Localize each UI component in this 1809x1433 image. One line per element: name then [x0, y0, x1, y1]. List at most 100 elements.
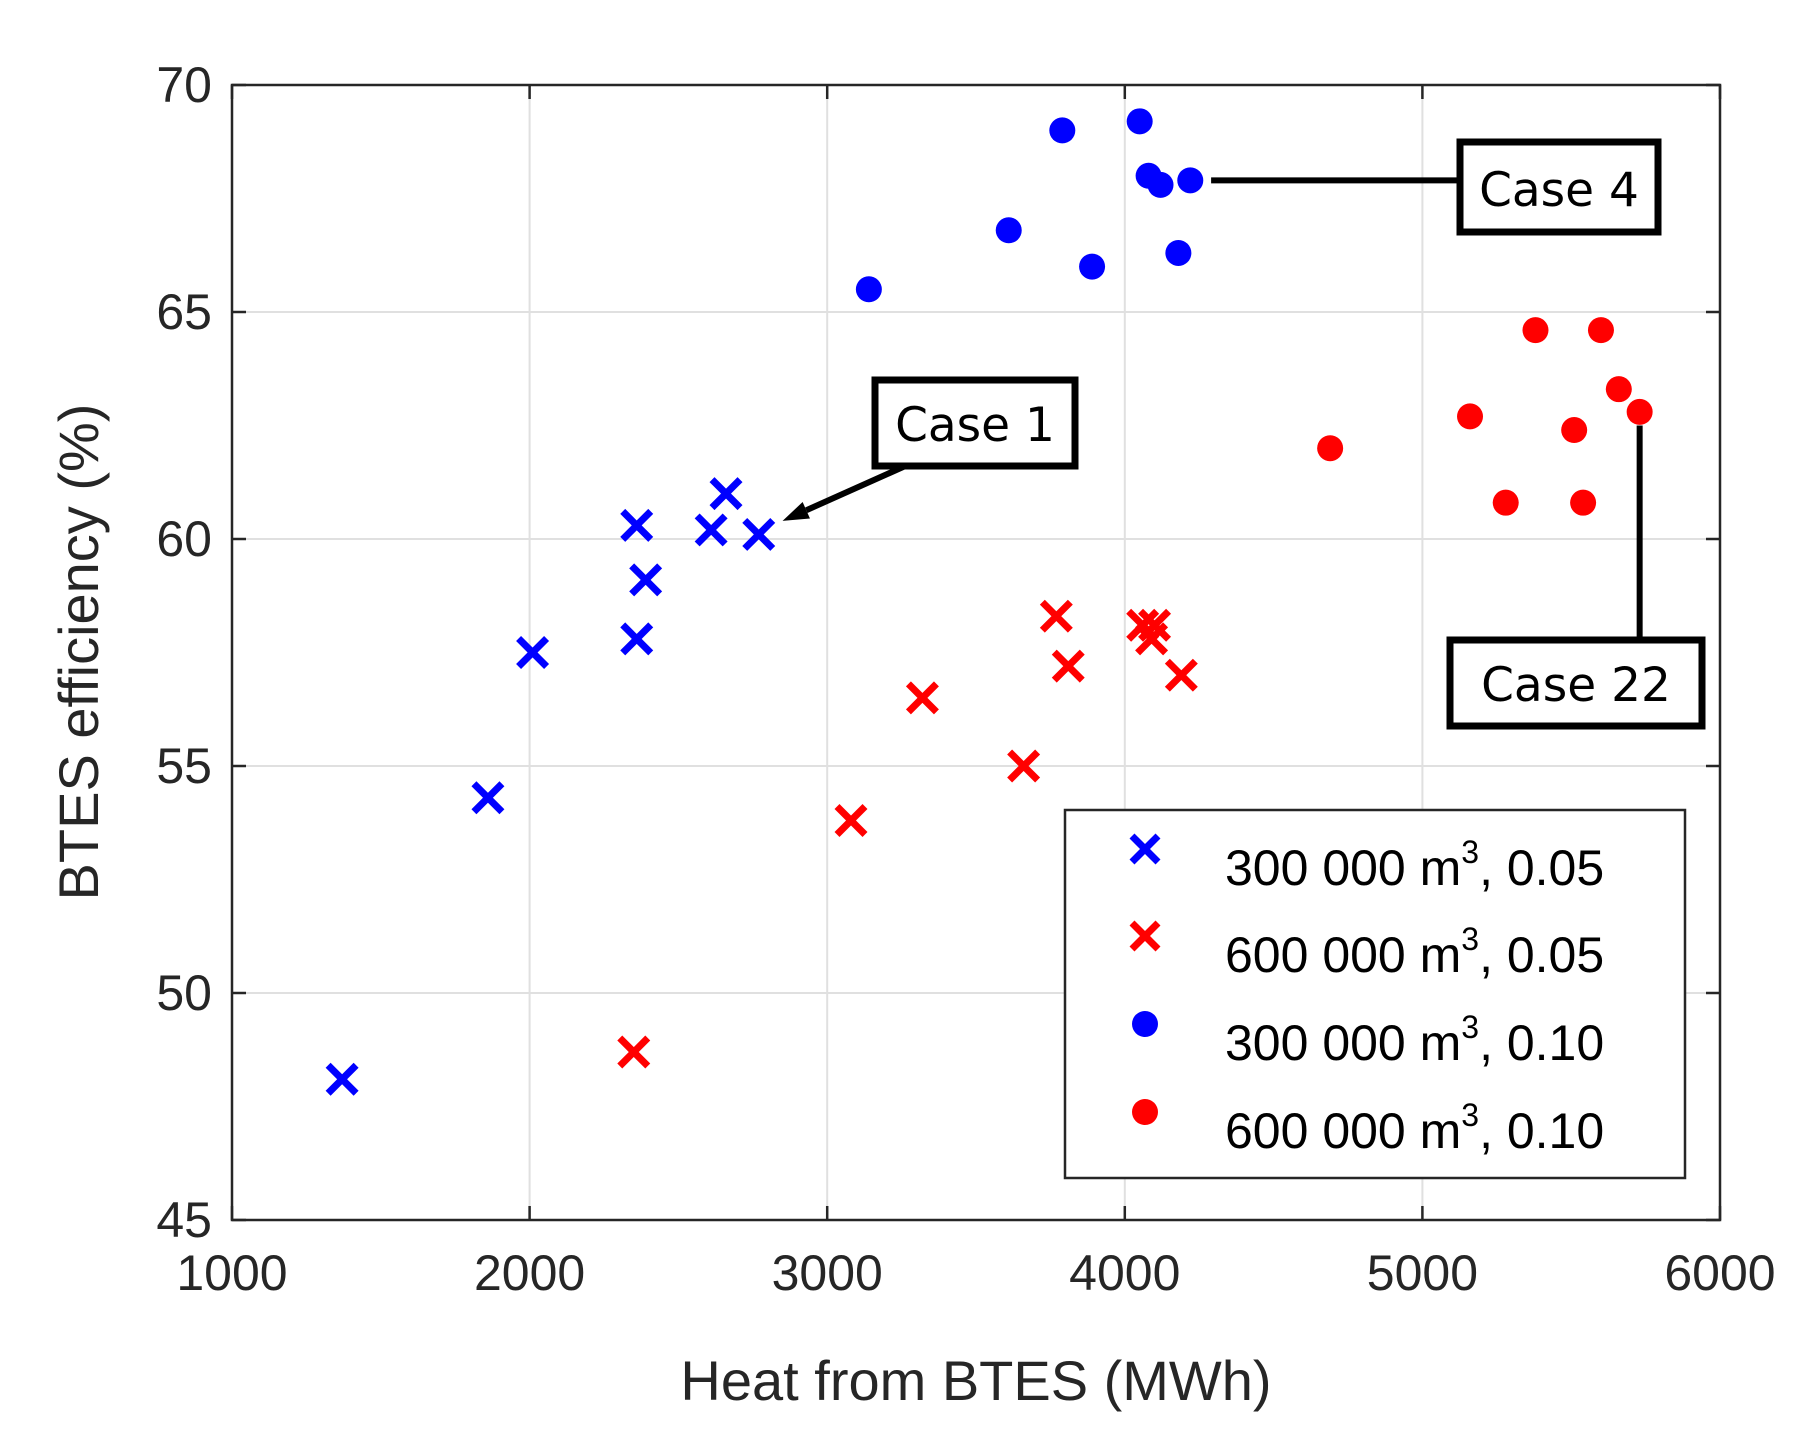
x-tick-label: 6000 [1664, 1245, 1775, 1301]
legend-label-main: 300 000 m [1225, 840, 1461, 896]
series-4 [1317, 317, 1653, 516]
callout-case-4: Case 4 [1211, 138, 1662, 236]
legend-label-main: 300 000 m [1225, 1015, 1461, 1071]
legend-label-main: 600 000 m [1225, 927, 1461, 983]
legend-marker-x-stroke [1129, 833, 1161, 865]
data-point-dot-marker [1317, 435, 1344, 462]
legend-marker-x [1129, 920, 1161, 952]
legend-label-tail: , 0.10 [1479, 1015, 1604, 1071]
x-axis-ticks: 1000 2000 3000 4000 5000 6000 [176, 85, 1776, 1301]
legend-label-tail: , 0.10 [1479, 1103, 1604, 1159]
legend-label-main: 600 000 m [1225, 1103, 1461, 1159]
data-point-x-marker [834, 804, 868, 837]
data-point-x-marker [1007, 749, 1041, 783]
data-point-x-marker-stroke [1164, 658, 1198, 692]
data-point-x-marker-stroke [1039, 599, 1073, 633]
y-tick-label: 70 [156, 57, 212, 113]
data-point-x-marker-stroke [620, 622, 654, 656]
legend-label-superscript: 3 [1461, 834, 1479, 870]
data-point-x-marker [709, 477, 743, 511]
y-axis-ticks: 45 50 55 60 65 70 [156, 57, 1720, 1248]
legend-marker-dot [1132, 1099, 1158, 1125]
legend-label: 600 000 m3, 0.10 [1225, 1097, 1604, 1159]
callout-case-4-label: Case 4 [1479, 163, 1639, 218]
callout-case-22-label: Case 22 [1481, 658, 1671, 713]
data-point-x-marker-stroke [742, 517, 776, 551]
data-point-dot-marker [995, 217, 1022, 244]
data-point-dot-marker [1587, 317, 1614, 344]
y-tick-label: 50 [156, 965, 212, 1021]
data-point-dot-marker [1522, 317, 1549, 344]
x-axis-label: Heat from BTES (MWh) [680, 1349, 1271, 1412]
callout-case-1: Case 1 [782, 376, 1079, 521]
data-point-x-marker [325, 1062, 359, 1096]
callout-case-4-box [1456, 138, 1662, 236]
y-tick-label: 65 [156, 284, 212, 340]
data-point-x-marker-stroke [1138, 608, 1172, 642]
data-point-x-marker [1039, 599, 1073, 633]
legend-label-superscript: 3 [1461, 1097, 1479, 1133]
data-point-x-marker [1164, 658, 1198, 692]
legend-label-superscript: 3 [1461, 921, 1479, 957]
data-point-x-marker-stroke [709, 477, 743, 511]
data-point-x-marker-stroke [325, 1062, 359, 1096]
legend-marker-x-stroke [1129, 920, 1161, 952]
y-tick-label: 45 [156, 1192, 212, 1248]
x-tick-label: 4000 [1069, 1245, 1180, 1301]
y-tick-label: 55 [156, 738, 212, 794]
legend-label: 300 000 m3, 0.05 [1225, 834, 1604, 896]
data-point-dot-marker [1049, 117, 1076, 144]
data-point-dot-marker [855, 276, 882, 303]
callouts: Case 1 Case 4 Case 22 [782, 138, 1706, 730]
data-point-dot-marker [1626, 398, 1653, 425]
x-tick-label: 1000 [176, 1245, 287, 1301]
callout-case-22: Case 22 [1446, 425, 1706, 730]
callout-case-22-box [1446, 636, 1706, 730]
axes-box [230, 83, 1722, 1222]
legend-box [1063, 808, 1687, 1180]
data-point-dot-marker [1570, 489, 1597, 516]
data-point-x-marker [1051, 649, 1085, 683]
data-point-x-marker [620, 622, 654, 656]
data-point-x-marker-stroke [694, 513, 728, 547]
data-point-x-marker [742, 517, 776, 551]
data-point-x-marker [1138, 608, 1172, 642]
series-1 [325, 477, 776, 1096]
data-point-x-marker-stroke [620, 508, 654, 542]
data-point-dot-marker [1605, 376, 1632, 403]
data-point-x-marker [617, 1035, 651, 1069]
series-3 [855, 108, 1204, 303]
legend-label-superscript: 3 [1461, 1009, 1479, 1045]
data-point-x-marker [620, 508, 654, 542]
data-point-dot-marker [1492, 489, 1519, 516]
legend-marker-x [1129, 833, 1161, 865]
data-point-x-marker-stroke [629, 563, 663, 597]
callout-case-1-arrow [805, 460, 914, 513]
y-tick-label: 60 [156, 511, 212, 567]
data-point-x-marker [905, 681, 939, 715]
series-2 [617, 599, 1198, 1069]
data-point-x-marker [471, 781, 505, 815]
data-point-x-marker-stroke [1051, 649, 1085, 683]
data-point-x-marker-stroke [617, 1035, 651, 1069]
data-point-dot-marker [1079, 253, 1106, 280]
data-point-dot-marker [1177, 167, 1204, 194]
data-point-x-marker [694, 513, 728, 547]
legend-label: 300 000 m3, 0.10 [1225, 1009, 1604, 1071]
legend-label: 600 000 m3, 0.05 [1225, 921, 1604, 983]
data-point-dot-marker [1165, 239, 1192, 266]
callout-case-1-box [871, 376, 1079, 470]
data-marks [325, 108, 1653, 1096]
y-axis-label: BTES efficiency (%) [47, 404, 110, 901]
data-point-x-marker-stroke [471, 781, 505, 815]
data-point-x-marker-stroke [905, 681, 939, 715]
legend-label-tail: , 0.05 [1479, 840, 1604, 896]
x-tick-label: 2000 [474, 1245, 585, 1301]
callout-case-1-arrowhead [782, 502, 810, 521]
legend-label-tail: , 0.05 [1479, 927, 1604, 983]
x-tick-label: 3000 [772, 1245, 883, 1301]
callout-case-1-label: Case 1 [895, 398, 1055, 453]
